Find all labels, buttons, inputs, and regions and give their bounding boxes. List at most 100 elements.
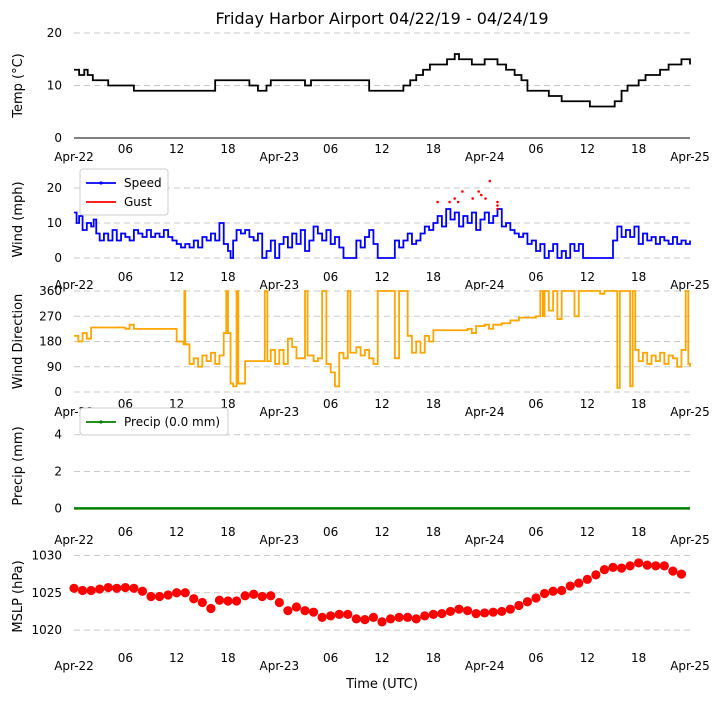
x-tick-label: 18 [631,142,646,156]
y-tick-label: 90 [47,360,62,374]
data-point [488,607,498,617]
data-point [557,585,567,596]
data-point [565,581,575,591]
y-tick-label: 2 [54,465,62,479]
x-tick-label: 18 [631,651,646,665]
y-tick-label: 10 [47,216,62,230]
x-tick-label: Apr-23 [260,278,300,292]
x-tick-label: 06 [118,142,133,156]
x-tick-label: 12 [374,397,389,411]
x-tick-label: 06 [528,397,543,411]
x-tick-label: 06 [528,270,543,284]
x-tick-label: 12 [580,397,595,411]
x-tick-label: 12 [374,525,389,539]
data-point [522,597,533,607]
series-mslp [69,558,687,627]
x-tick-label: 06 [323,142,338,156]
data-point [496,207,499,211]
data-point [514,600,524,611]
data-point [634,558,644,568]
x-tick-label: 06 [528,651,543,665]
chart-title: Friday Harbor Airport 04/22/19 - 04/24/1… [215,9,548,28]
data-point [231,596,242,606]
panel-precip: 0 2 4 Precip (mm) Apr-22 06 12 18 Apr-23 06 12 18 Ap… [11,407,710,547]
y-axis-label: Temp (°C) [11,53,26,119]
data-point [86,585,96,596]
x-tick-label: 12 [374,270,389,284]
x-tick-label: 18 [220,651,235,665]
data-point [112,583,122,593]
legend-label: Precip (0.0 mm) [124,415,220,429]
data-point [266,591,276,601]
data-point [488,179,492,183]
y-tick-label: 20 [47,26,62,40]
data-point [180,588,190,598]
x-tick-label: Apr-24 [465,150,505,164]
data-point [394,612,404,622]
series-gust [436,179,499,211]
data-point [411,614,421,624]
y-axis-label: Wind (mph) [11,181,26,257]
data-point [548,586,558,596]
data-point [403,612,413,622]
legend-box [79,407,229,436]
y-tick-label: 10 [47,79,62,93]
data-point [385,614,396,624]
y-tick-label: 0 [54,131,62,145]
data-point [326,611,336,621]
data-point [582,574,592,584]
series-speed [74,208,691,259]
data-point [360,615,370,625]
data-point [343,609,353,620]
x-tick-label: Apr-25 [670,150,710,164]
data-point [676,569,687,579]
y-tick-label: 0 [54,501,62,515]
data-point [274,597,284,608]
data-point [456,200,460,204]
data-point [484,197,487,200]
data-point [283,606,293,616]
x-tick-label: 12 [580,525,595,539]
data-point [163,590,173,600]
legend-label: Gust [124,195,152,209]
x-tick-label: 18 [426,270,441,284]
data-point [223,596,233,606]
x-tick-label: Apr-24 [465,278,505,292]
x-tick-label: 18 [426,397,441,411]
data-point [479,193,483,197]
legend-box [79,168,169,216]
x-tick-label: Apr-23 [260,405,300,419]
x-tick-label: 06 [118,525,133,539]
data-point [668,566,678,576]
y-tick-label: 270 [39,309,62,323]
x-tick-label: Apr-23 [260,659,300,673]
y-tick-label: 360 [39,284,62,298]
data-point [206,603,216,614]
x-tick-label: 18 [631,525,646,539]
x-tick-label: Apr-22 [54,659,94,673]
data-point [197,597,207,608]
data-point [454,604,464,614]
data-point [453,197,457,200]
y-tick-label: 0 [54,251,62,265]
data-point [625,561,635,571]
data-point [471,197,474,200]
data-point [531,593,541,603]
y-tick-label: 1030 [31,548,62,562]
series-line [74,208,691,259]
data-point [616,563,627,573]
x-tick-label: Apr-22 [54,533,94,547]
data-point [462,606,473,616]
panel-temp: 0 10 20 Temp (°C) Apr-22 06 12 18 Apr-23 06 12 18 Ap… [11,26,710,164]
data-point [257,591,267,602]
x-tick-label: 18 [631,397,646,411]
data-point [77,585,88,596]
x-tick-label: 06 [118,651,133,665]
x-tick-label: 12 [374,142,389,156]
series-direction [74,290,691,389]
x-axis-label: Time (UTC) [345,677,418,692]
y-axis-label: MSLP (hPa) [11,560,26,632]
y-axis-label: Wind Direction [11,294,26,390]
